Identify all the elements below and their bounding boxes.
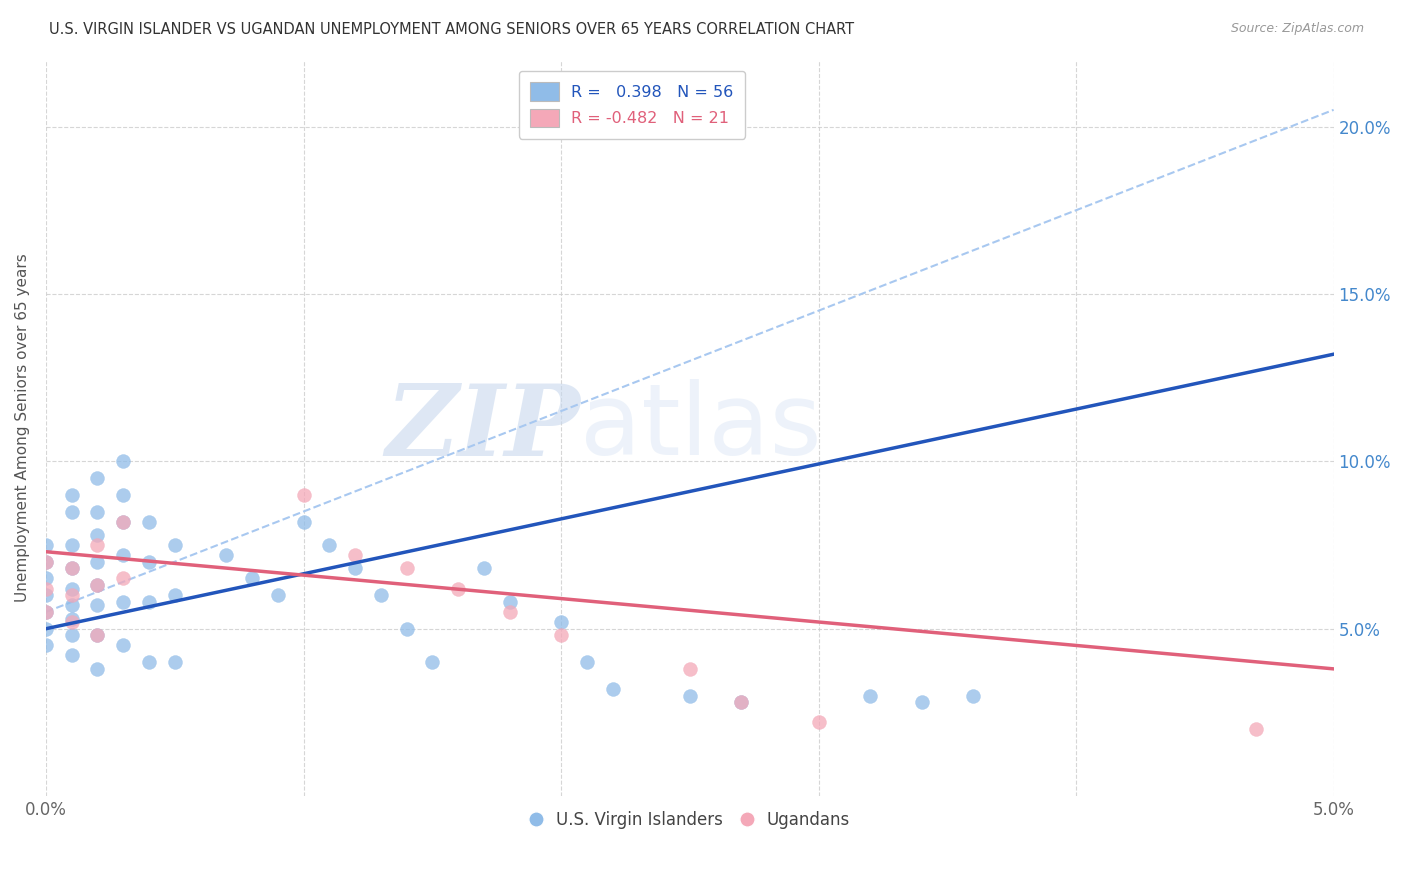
Point bbox=[112, 639, 135, 653]
Point bbox=[35, 538, 58, 552]
Point bbox=[730, 695, 752, 709]
Point bbox=[35, 555, 58, 569]
Point bbox=[35, 605, 58, 619]
Point bbox=[910, 695, 932, 709]
Point bbox=[60, 538, 83, 552]
Point bbox=[679, 689, 702, 703]
Point bbox=[859, 689, 882, 703]
Point bbox=[420, 655, 443, 669]
Point bbox=[395, 561, 418, 575]
Point bbox=[60, 488, 83, 502]
Point bbox=[112, 515, 135, 529]
Point bbox=[86, 528, 108, 542]
Point bbox=[112, 572, 135, 586]
Point bbox=[60, 612, 83, 626]
Point bbox=[138, 555, 160, 569]
Point bbox=[498, 595, 520, 609]
Point bbox=[343, 548, 366, 562]
Point bbox=[35, 572, 58, 586]
Point bbox=[1246, 722, 1268, 736]
Point bbox=[86, 599, 108, 613]
Text: atlas: atlas bbox=[581, 379, 823, 476]
Point bbox=[163, 588, 186, 602]
Point bbox=[35, 582, 58, 596]
Point bbox=[575, 655, 598, 669]
Point bbox=[292, 488, 315, 502]
Point bbox=[60, 582, 83, 596]
Point bbox=[163, 538, 186, 552]
Point bbox=[86, 555, 108, 569]
Text: ZIP: ZIP bbox=[385, 380, 581, 476]
Point bbox=[60, 628, 83, 642]
Point bbox=[112, 515, 135, 529]
Point bbox=[35, 605, 58, 619]
Point bbox=[370, 588, 392, 602]
Point bbox=[679, 662, 702, 676]
Point bbox=[550, 628, 572, 642]
Point bbox=[86, 578, 108, 592]
Point bbox=[215, 548, 238, 562]
Point bbox=[60, 588, 83, 602]
Point bbox=[138, 655, 160, 669]
Point bbox=[112, 454, 135, 468]
Point bbox=[395, 622, 418, 636]
Point bbox=[86, 628, 108, 642]
Point bbox=[112, 548, 135, 562]
Point bbox=[86, 504, 108, 518]
Point bbox=[240, 572, 263, 586]
Point bbox=[138, 595, 160, 609]
Point bbox=[447, 582, 470, 596]
Point bbox=[498, 605, 520, 619]
Legend: U.S. Virgin Islanders, Ugandans: U.S. Virgin Islanders, Ugandans bbox=[523, 805, 856, 836]
Point bbox=[112, 595, 135, 609]
Point bbox=[35, 588, 58, 602]
Point bbox=[60, 615, 83, 629]
Point bbox=[60, 599, 83, 613]
Point bbox=[60, 648, 83, 663]
Point bbox=[343, 561, 366, 575]
Point bbox=[730, 695, 752, 709]
Point bbox=[962, 689, 984, 703]
Point bbox=[138, 515, 160, 529]
Text: Source: ZipAtlas.com: Source: ZipAtlas.com bbox=[1230, 22, 1364, 36]
Point bbox=[86, 628, 108, 642]
Point bbox=[318, 538, 340, 552]
Point bbox=[112, 488, 135, 502]
Point bbox=[60, 561, 83, 575]
Point bbox=[807, 715, 830, 730]
Point bbox=[35, 622, 58, 636]
Point bbox=[602, 681, 624, 696]
Point bbox=[86, 538, 108, 552]
Text: U.S. VIRGIN ISLANDER VS UGANDAN UNEMPLOYMENT AMONG SENIORS OVER 65 YEARS CORRELA: U.S. VIRGIN ISLANDER VS UGANDAN UNEMPLOY… bbox=[49, 22, 855, 37]
Point bbox=[292, 515, 315, 529]
Point bbox=[86, 662, 108, 676]
Point bbox=[472, 561, 495, 575]
Point bbox=[35, 639, 58, 653]
Point bbox=[550, 615, 572, 629]
Y-axis label: Unemployment Among Seniors over 65 years: Unemployment Among Seniors over 65 years bbox=[15, 253, 30, 602]
Point bbox=[267, 588, 290, 602]
Point bbox=[86, 578, 108, 592]
Point bbox=[35, 555, 58, 569]
Point bbox=[60, 561, 83, 575]
Point bbox=[86, 471, 108, 485]
Point bbox=[163, 655, 186, 669]
Point bbox=[60, 504, 83, 518]
